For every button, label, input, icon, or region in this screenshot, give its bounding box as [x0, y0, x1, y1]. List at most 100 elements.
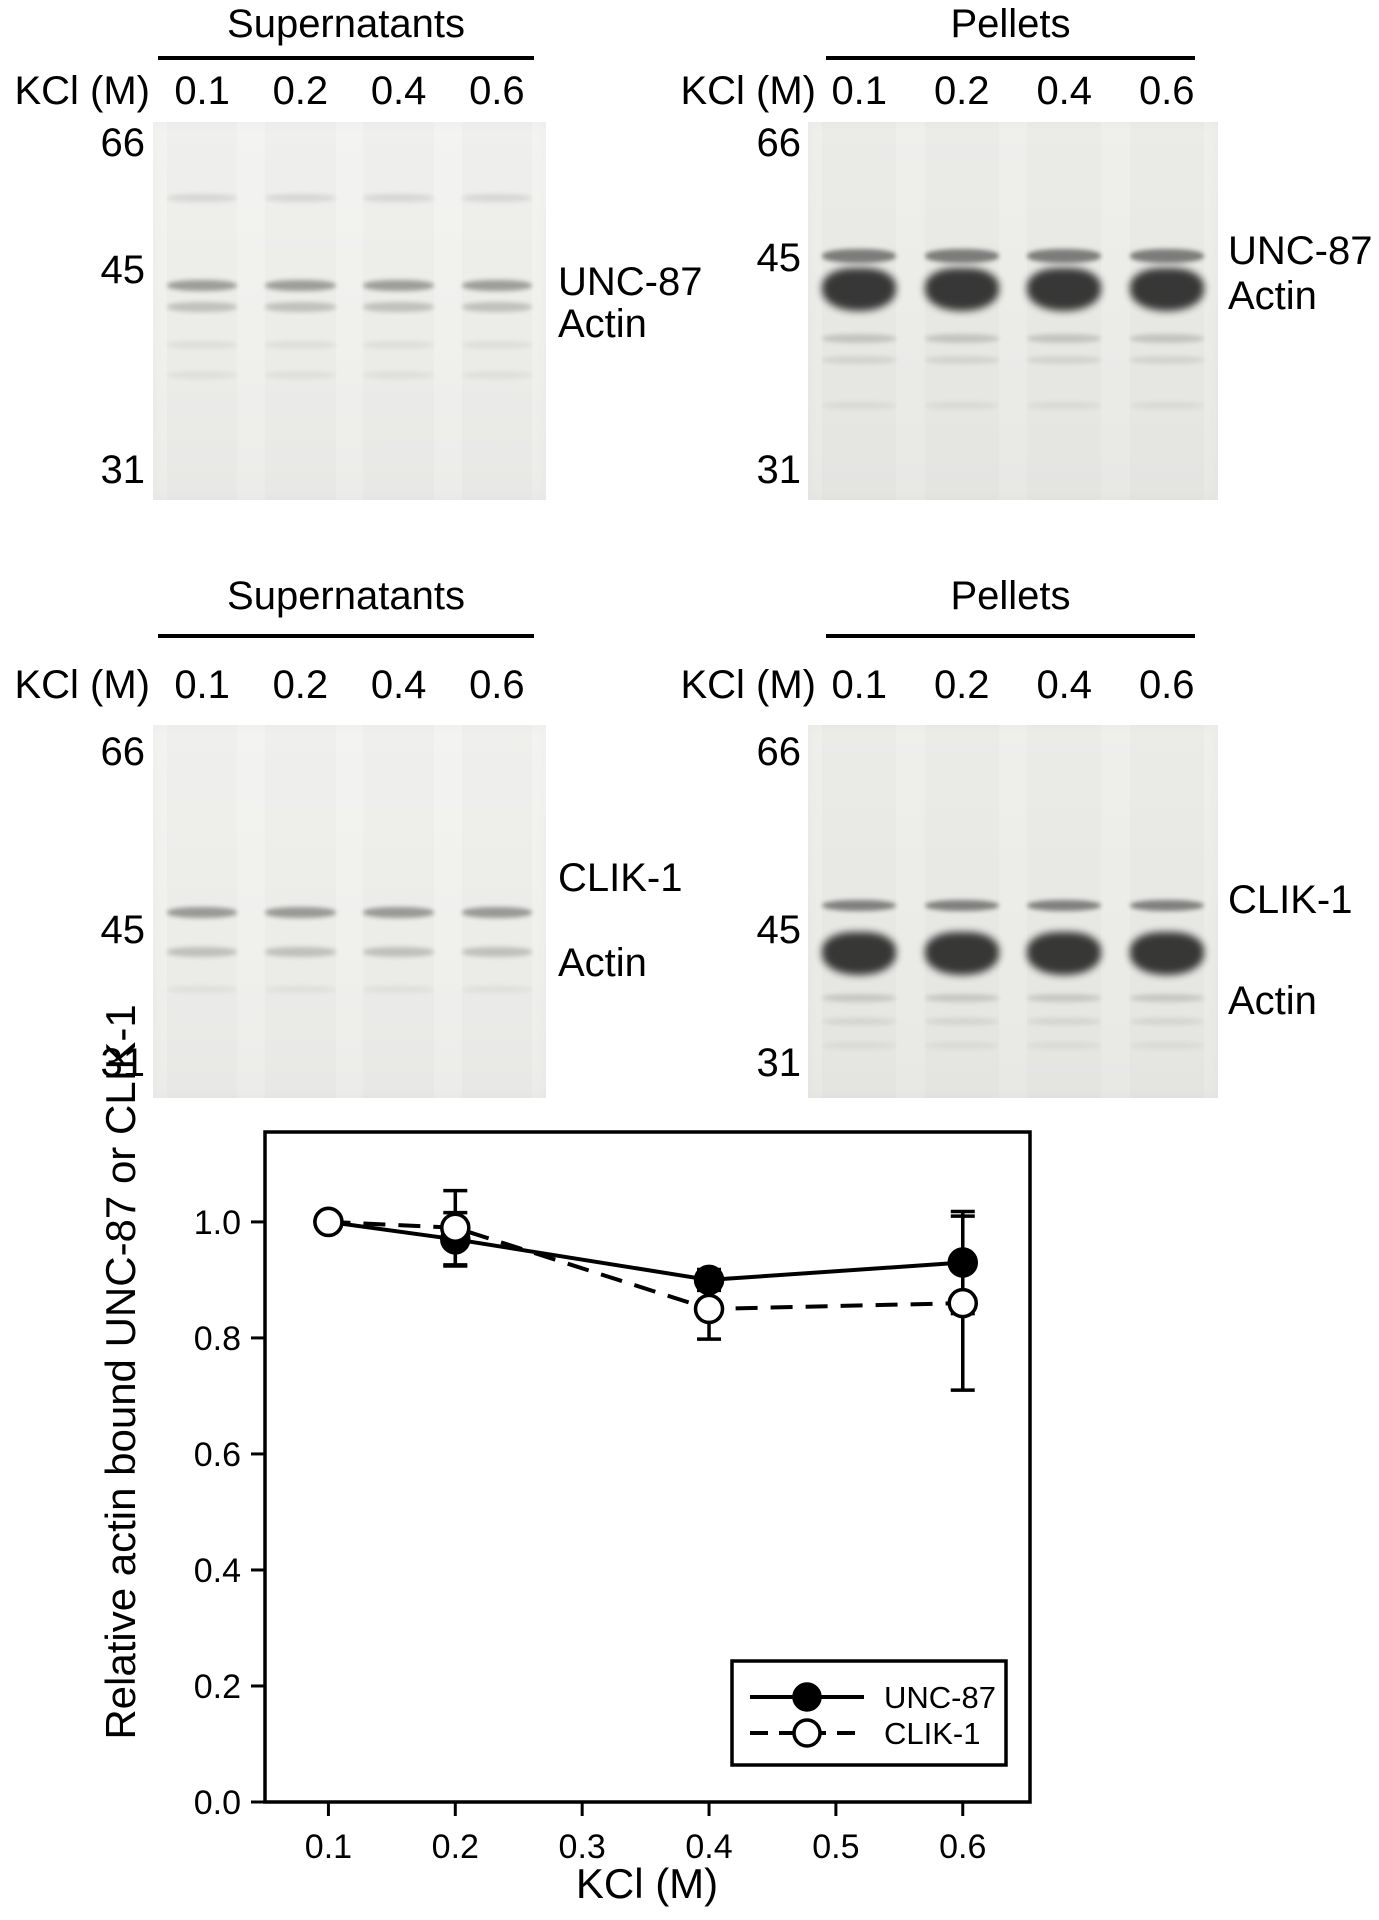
- mw-marker-45: 45: [100, 908, 146, 953]
- mw-marker-31: 31: [756, 448, 802, 493]
- gel-lane: [1027, 725, 1102, 1098]
- gel-lane: [166, 122, 238, 500]
- gel-lane: [924, 725, 999, 1098]
- protein-band: [1027, 248, 1102, 263]
- gel-lane: [461, 122, 533, 500]
- mw-marker-31: 31: [100, 448, 146, 493]
- lane-label: 0.2: [272, 663, 329, 707]
- panel-title-underline: [826, 56, 1195, 60]
- protein-band: [1129, 333, 1204, 343]
- kcl-label: KCl (M): [14, 69, 150, 113]
- gel-lane: [265, 122, 336, 500]
- y-tick-label: 0.6: [194, 1436, 241, 1474]
- protein-band: [461, 371, 533, 380]
- mw-marker-45: 45: [100, 248, 146, 293]
- gel-lane: [363, 725, 434, 1098]
- y-tick-label: 0.2: [194, 1668, 241, 1706]
- kcl-label: KCl (M): [680, 69, 816, 113]
- protein-band: [1027, 333, 1102, 343]
- band-label-actin: Actin: [1228, 979, 1317, 1024]
- gel-lane: [1129, 725, 1204, 1098]
- protein-band: [822, 356, 897, 364]
- kcl-label: KCl (M): [14, 663, 150, 707]
- x-tick-label: 0.4: [685, 1828, 732, 1866]
- lane-label: 0.4: [370, 663, 427, 707]
- series-line-clik-1: [328, 1219, 963, 1311]
- mw-marker-31: 31: [756, 1040, 802, 1085]
- lane-label: 0.4: [1036, 663, 1093, 707]
- actin-band: [1129, 267, 1204, 311]
- protein-band: [1129, 899, 1204, 912]
- gel-lane: [924, 122, 999, 500]
- x-tick-label: 0.3: [559, 1828, 606, 1866]
- actin-band: [924, 932, 999, 975]
- protein-band: [461, 341, 533, 349]
- lane-label: 0.2: [933, 69, 990, 113]
- legend-label-clik-1: CLIK-1: [884, 1716, 980, 1751]
- gel-lane: [265, 725, 336, 1098]
- panel-title-underline: [158, 634, 534, 638]
- protein-band: [1027, 401, 1102, 410]
- y-tick-label: 0.4: [194, 1552, 241, 1590]
- band-label-clik-1: CLIK-1: [558, 855, 683, 900]
- protein-band: [265, 907, 336, 919]
- protein-band: [363, 193, 434, 203]
- x-tick-label: 0.1: [305, 1828, 352, 1866]
- protein-band: [1129, 1042, 1204, 1049]
- data-point-unc-87: [947, 1247, 979, 1278]
- protein-band: [363, 301, 434, 312]
- protein-band: [461, 946, 533, 957]
- chart-plot-border: [263, 1130, 1032, 1804]
- lane-label: 0.2: [933, 663, 990, 707]
- protein-band: [461, 986, 533, 993]
- legend-label-unc-87: UNC-87: [884, 1680, 996, 1715]
- y-tick-label: 0.8: [194, 1320, 241, 1358]
- actin-band: [1027, 267, 1102, 311]
- protein-band: [166, 946, 238, 957]
- gel-image-supernatants-clik1: [153, 725, 546, 1098]
- protein-band: [1129, 1017, 1204, 1026]
- lane-label: 0.1: [831, 663, 888, 707]
- protein-band: [363, 986, 434, 993]
- lane-label: 0.1: [174, 69, 230, 113]
- protein-band: [822, 1042, 897, 1049]
- lane-label: 0.6: [469, 663, 525, 707]
- protein-band: [166, 907, 238, 919]
- panel-title-supernatants-unc87: Supernatants: [227, 2, 465, 46]
- actin-band: [924, 267, 999, 311]
- band-label-actin: Actin: [1228, 273, 1317, 318]
- panel-title-underline: [826, 634, 1195, 638]
- band-label-clik-1: CLIK-1: [1228, 877, 1353, 922]
- protein-band: [924, 248, 999, 263]
- actin-band: [1027, 932, 1102, 975]
- protein-band: [166, 986, 238, 993]
- protein-band: [265, 341, 336, 349]
- protein-band: [265, 986, 336, 993]
- protein-band: [822, 1017, 897, 1026]
- actin-band: [1129, 932, 1204, 975]
- protein-band: [265, 371, 336, 380]
- protein-band: [1027, 993, 1102, 1002]
- gel-image-pellets-unc87: [808, 122, 1218, 500]
- protein-band: [166, 301, 238, 312]
- data-point-clik-1: [313, 1206, 344, 1238]
- protein-band: [1027, 1042, 1102, 1049]
- protein-band: [822, 899, 897, 912]
- protein-band: [363, 341, 434, 349]
- lane-label: 0.6: [1138, 69, 1195, 113]
- protein-band: [265, 280, 336, 292]
- gel-lane: [1027, 122, 1102, 500]
- protein-band: [166, 341, 238, 349]
- protein-band: [461, 280, 533, 292]
- protein-band: [1129, 248, 1204, 263]
- protein-band: [822, 993, 897, 1002]
- protein-band: [1129, 356, 1204, 364]
- panel-title-pellets-unc87: Pellets: [950, 2, 1071, 46]
- data-point-clik-1: [440, 1212, 471, 1243]
- protein-band: [924, 1042, 999, 1049]
- data-point-unc-87: [693, 1264, 725, 1296]
- band-label-actin: Actin: [558, 301, 647, 346]
- protein-band: [1027, 356, 1102, 364]
